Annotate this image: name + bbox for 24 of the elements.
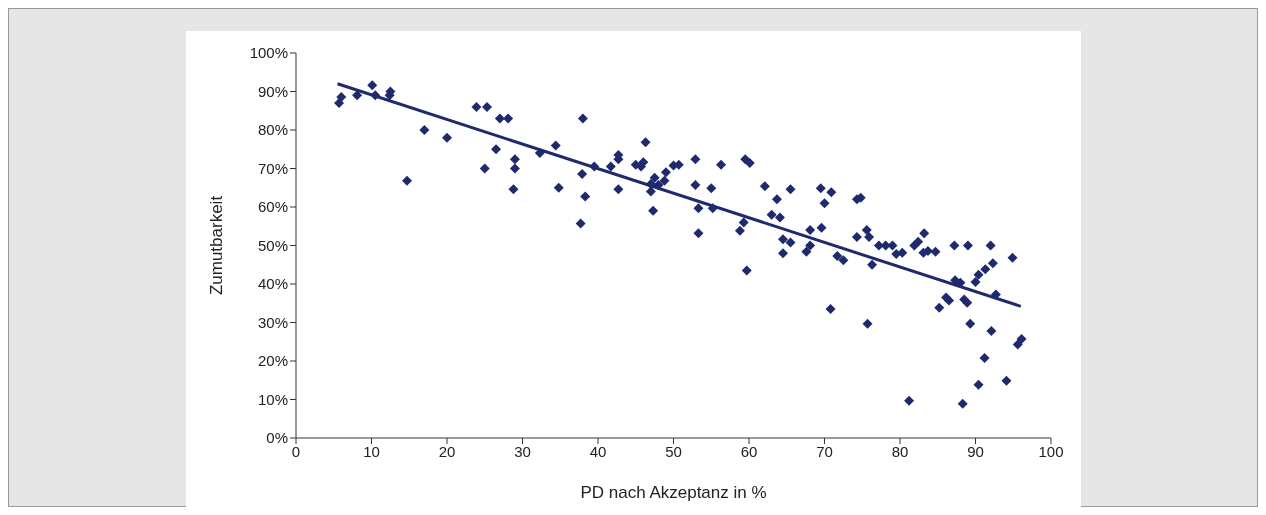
x-tick-label: 50 bbox=[665, 442, 682, 460]
x-tick-label: 30 bbox=[514, 442, 531, 460]
x-tick-label: 20 bbox=[438, 442, 456, 460]
x-tick-label: 0 bbox=[291, 442, 301, 460]
y-tick-label: 0% bbox=[266, 429, 288, 447]
x-tick-label: 40 bbox=[589, 442, 607, 460]
y-tick-label: 80% bbox=[257, 121, 288, 139]
x-tick-label: 100 bbox=[1038, 442, 1064, 460]
y-tick-label: 60% bbox=[257, 198, 288, 216]
x-tick-label: 10 bbox=[363, 442, 380, 460]
y-tick-label: 50% bbox=[257, 236, 288, 254]
y-tick-label: 70% bbox=[257, 159, 288, 177]
y-tick-label: 90% bbox=[257, 82, 288, 100]
y-tick-label: 20% bbox=[257, 352, 288, 370]
x-tick-label: 60 bbox=[740, 442, 758, 460]
y-tick-label: 40% bbox=[257, 275, 288, 293]
y-tick-label: 30% bbox=[257, 313, 288, 331]
x-axis-title: PD nach Akzeptanz in % bbox=[580, 483, 767, 502]
x-tick-label: 70 bbox=[816, 442, 833, 460]
y-axis-title: Zumutbarkeit bbox=[207, 195, 227, 296]
x-tick-label: 90 bbox=[967, 442, 984, 460]
x-tick-label: 80 bbox=[891, 442, 909, 460]
y-tick-label: 100% bbox=[249, 44, 288, 62]
y-tick-label: 10% bbox=[257, 390, 288, 408]
